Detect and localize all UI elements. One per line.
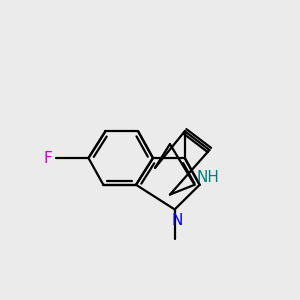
Text: F: F bbox=[43, 151, 52, 166]
Text: N: N bbox=[172, 213, 183, 228]
Text: NH: NH bbox=[196, 170, 219, 185]
